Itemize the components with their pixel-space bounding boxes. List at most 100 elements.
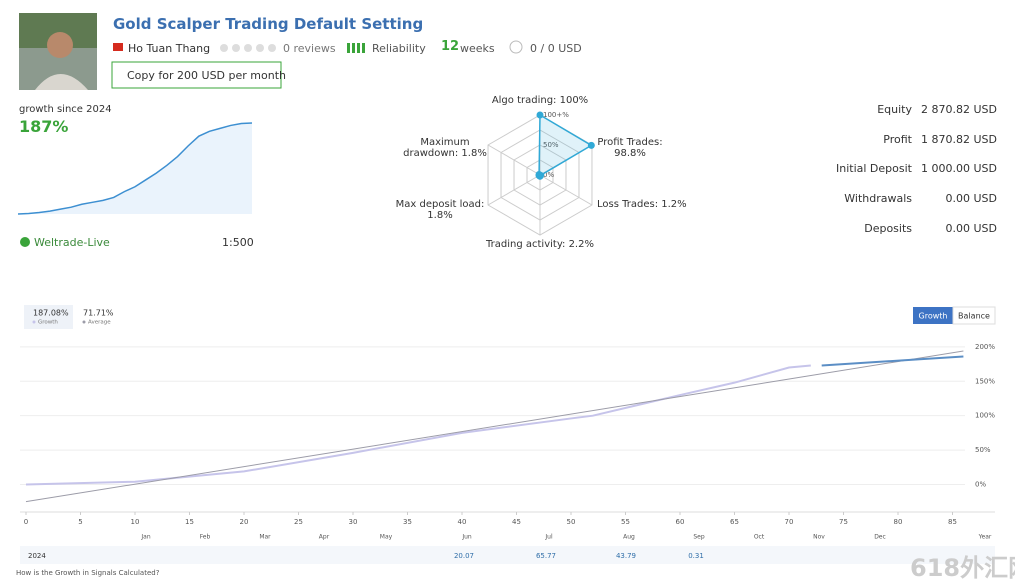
x-tick-label: 15 [185, 518, 194, 526]
copy-button[interactable]: Copy for 200 USD per month [127, 69, 286, 82]
calendar-value: 43.79 [616, 552, 636, 560]
stat-value: 1 870.82 USD [921, 132, 997, 146]
growth-button-bg[interactable] [913, 307, 953, 324]
x-tick-label: 25 [294, 518, 303, 526]
radar-point [536, 111, 544, 119]
month-label: Dec [874, 534, 886, 541]
calendar-value: 20.07 [454, 552, 474, 560]
chart-button[interactable]: Growth [919, 312, 948, 321]
month-label: Jun [461, 534, 472, 541]
leverage: 1:500 [222, 236, 254, 249]
stat-label: Initial Deposit [836, 162, 912, 176]
y-tick-label: 200% [975, 343, 995, 351]
x-tick-label: 35 [403, 518, 412, 526]
radar-spoke [539, 174, 593, 206]
month-label: May [380, 534, 393, 541]
copy-button-frame[interactable] [111, 61, 282, 89]
stat-value: 1 000.00 USD [921, 162, 997, 176]
month-label: Aug [623, 534, 635, 541]
reviews: 0 reviews [283, 42, 336, 55]
stat-label: Profit [883, 132, 912, 146]
y-tick-label: 50% [975, 446, 991, 454]
legend-swatch [82, 320, 86, 324]
author[interactable]: Ho Tuan Thang [128, 42, 211, 55]
stat-value: 0.00 USD [945, 221, 998, 235]
reliability: Reliability [372, 42, 426, 55]
x-tick-label: 65 [730, 518, 739, 526]
x-tick-label: 50 [567, 518, 576, 526]
radar-label: Trading activity: 2.2% [486, 239, 594, 250]
help-link[interactable]: How is the Growth in Signals Calculated? [16, 569, 160, 577]
y-tick-label: 0% [975, 480, 986, 488]
x-tick-label: 30 [349, 518, 358, 526]
radar-label: Algo trading: 100% [491, 95, 589, 106]
x-tick-label: 70 [785, 518, 794, 526]
radar-point [535, 170, 543, 178]
calendar-year: 2024 [28, 552, 46, 560]
calendar-row-bg [20, 546, 995, 564]
weeks-label: weeks [460, 42, 495, 55]
legend-swatch [32, 320, 36, 324]
verified-icon [20, 237, 30, 247]
month-label: Year [978, 534, 992, 541]
x-tick-label: 0 [24, 518, 28, 526]
weeks-value: 12 [441, 39, 460, 54]
stat-value: 0.00 USD [945, 192, 998, 206]
radar-label: Maximum drawdown: 1.8% [403, 137, 487, 159]
calendar-value: 0.31 [688, 552, 704, 560]
stat-label: Equity [877, 103, 912, 116]
reliability-bars [347, 43, 365, 53]
avatar-body [35, 74, 88, 90]
month-label: Jan [140, 534, 150, 541]
avatar-face [47, 32, 73, 58]
radar-tick-label: 100+% [543, 111, 569, 119]
legend-value: 71.71% [83, 309, 114, 318]
month-label: Apr [319, 534, 330, 541]
month-label: Sep [693, 534, 705, 541]
radar-point [587, 141, 595, 149]
x-tick-label: 5 [78, 518, 82, 526]
month-label: Mar [259, 534, 271, 541]
watermark: 618外汇网 [910, 554, 1015, 582]
legend-name: Average [88, 320, 111, 326]
radar-label: Profit Trades: 98.8% [597, 137, 663, 159]
subscribers: 0 / 0 USD [530, 42, 582, 55]
series-line [821, 355, 964, 367]
growth-value: 187% [19, 117, 69, 136]
calendar-value: 65.77 [536, 552, 556, 560]
y-tick-label: 150% [975, 377, 995, 385]
month-label: Jul [544, 534, 553, 541]
series-line [25, 350, 964, 503]
legend-box [24, 305, 73, 329]
balance-button-bg[interactable] [952, 306, 996, 325]
stars [220, 44, 276, 52]
radar-spoke [487, 174, 541, 206]
radar-label: Max deposit load: 1.8% [395, 199, 485, 221]
title: Gold Scalper Trading Default Setting [113, 15, 424, 33]
x-tick-label: 60 [676, 518, 685, 526]
radar-label: Loss Trades: 1.2% [597, 199, 687, 210]
month-label: Feb [200, 534, 211, 541]
x-tick-label: 40 [458, 518, 467, 526]
sparkline-area [18, 123, 252, 214]
flag [113, 43, 123, 51]
x-tick-label: 80 [894, 518, 903, 526]
series-line [25, 364, 811, 486]
x-tick-label: 45 [512, 518, 521, 526]
radar-tick-label: 50% [543, 141, 559, 149]
x-tick-label: 75 [839, 518, 848, 526]
legend-value: 187.08% [33, 309, 69, 318]
y-tick-label: 100% [975, 412, 995, 420]
broker[interactable]: Weltrade-Live [34, 236, 110, 249]
chart-button[interactable]: Balance [958, 312, 990, 321]
x-tick-label: 20 [240, 518, 249, 526]
subscribers-icon [509, 40, 523, 54]
radar-spoke [487, 144, 541, 176]
month-label: Nov [813, 534, 825, 541]
month-label: Oct [754, 534, 765, 541]
x-tick-label: 85 [948, 518, 957, 526]
stat-label: Deposits [864, 221, 912, 235]
radar-tick-label: 0% [543, 171, 554, 179]
